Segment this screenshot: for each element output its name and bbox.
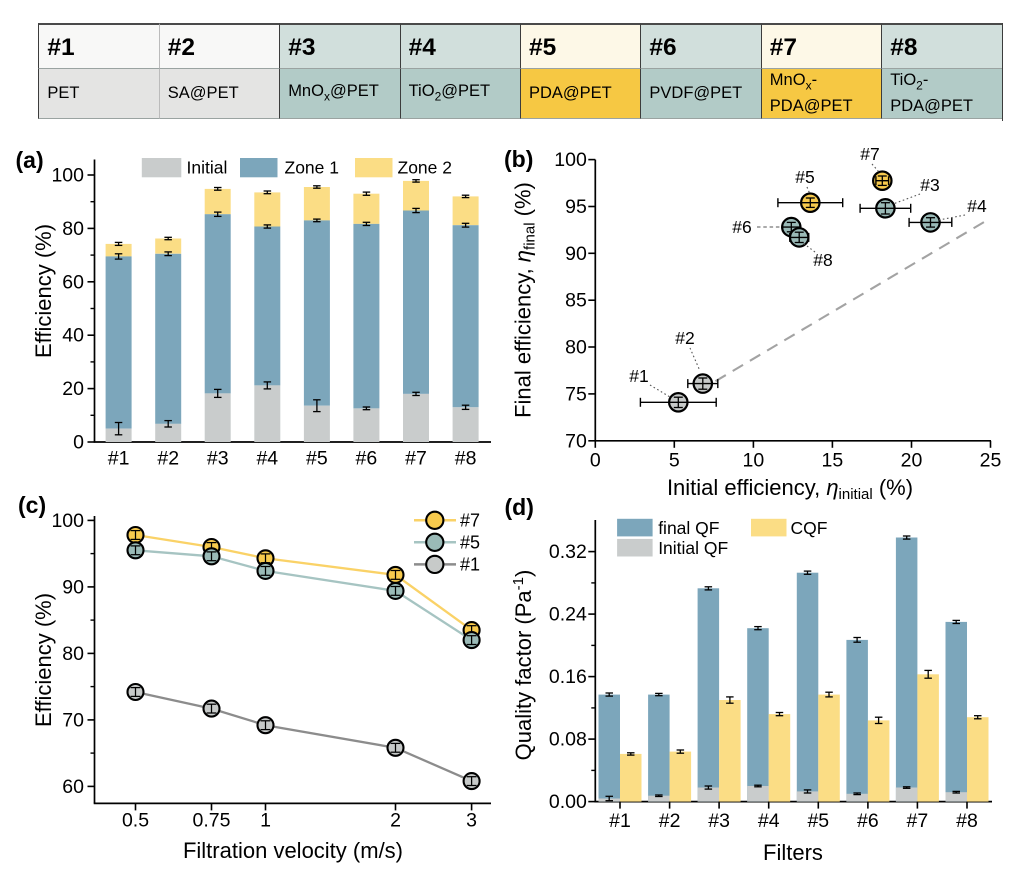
svg-text:(a): (a) bbox=[16, 147, 44, 173]
svg-text:#6: #6 bbox=[356, 447, 378, 469]
svg-text:90: 90 bbox=[62, 576, 84, 598]
svg-text:80: 80 bbox=[565, 337, 587, 359]
svg-text:100: 100 bbox=[51, 165, 84, 187]
svg-text:#1: #1 bbox=[609, 810, 631, 832]
svg-text:Zone 1: Zone 1 bbox=[285, 158, 339, 178]
svg-text:#3: #3 bbox=[708, 810, 730, 832]
svg-text:#8: #8 bbox=[813, 250, 832, 270]
svg-text:80: 80 bbox=[62, 218, 84, 240]
svg-text:0.08: 0.08 bbox=[549, 729, 587, 751]
svg-text:#1: #1 bbox=[629, 366, 648, 386]
svg-text:0.32: 0.32 bbox=[549, 541, 587, 563]
svg-text:#2: #2 bbox=[675, 328, 694, 348]
svg-text:1: 1 bbox=[260, 810, 271, 832]
svg-text:0.00: 0.00 bbox=[549, 791, 587, 813]
svg-text:Final efficiency, ηfinal (%): Final efficiency, ηfinal (%) bbox=[511, 182, 539, 418]
svg-text:3: 3 bbox=[466, 810, 477, 832]
svg-text:#2: #2 bbox=[659, 810, 681, 832]
svg-text:Filters: Filters bbox=[763, 840, 823, 865]
svg-text:Quality factor (Pa-1): Quality factor (Pa-1) bbox=[510, 570, 536, 761]
svg-text:#5: #5 bbox=[807, 810, 829, 832]
svg-text:#3: #3 bbox=[207, 447, 229, 469]
svg-text:90: 90 bbox=[565, 243, 587, 265]
svg-text:#1: #1 bbox=[108, 447, 130, 469]
svg-text:5: 5 bbox=[669, 450, 680, 472]
svg-text:0.24: 0.24 bbox=[549, 604, 587, 626]
svg-text:2: 2 bbox=[390, 810, 401, 832]
svg-text:40: 40 bbox=[62, 325, 84, 347]
svg-text:Initial efficiency, ηinitial (: Initial efficiency, ηinitial (%) bbox=[667, 475, 913, 503]
svg-text:70: 70 bbox=[62, 709, 84, 731]
svg-text:#5: #5 bbox=[795, 167, 814, 187]
svg-text:0.16: 0.16 bbox=[549, 666, 587, 688]
svg-text:(b): (b) bbox=[504, 146, 533, 172]
svg-text:#4: #4 bbox=[967, 196, 987, 216]
svg-text:60: 60 bbox=[62, 271, 84, 293]
svg-text:Efficiency (%): Efficiency (%) bbox=[31, 593, 56, 727]
svg-text:#7: #7 bbox=[907, 810, 929, 832]
svg-text:95: 95 bbox=[565, 196, 587, 218]
svg-text:#5: #5 bbox=[306, 447, 328, 469]
svg-text:0.5: 0.5 bbox=[122, 810, 149, 832]
svg-text:15: 15 bbox=[822, 450, 844, 472]
svg-text:#6: #6 bbox=[732, 217, 751, 237]
svg-text:0: 0 bbox=[590, 450, 601, 472]
svg-text:#7: #7 bbox=[405, 447, 427, 469]
svg-text:10: 10 bbox=[743, 450, 765, 472]
svg-text:(d): (d) bbox=[505, 494, 534, 520]
svg-text:final QF: final QF bbox=[658, 518, 719, 538]
svg-text:80: 80 bbox=[62, 643, 84, 665]
svg-text:#4: #4 bbox=[758, 810, 780, 832]
svg-text:#3: #3 bbox=[920, 175, 939, 195]
svg-text:0: 0 bbox=[73, 432, 84, 454]
svg-text:#8: #8 bbox=[956, 810, 978, 832]
svg-text:85: 85 bbox=[565, 290, 587, 312]
svg-text:20: 20 bbox=[62, 378, 84, 400]
svg-text:70: 70 bbox=[565, 430, 587, 452]
svg-text:CQF: CQF bbox=[791, 518, 828, 538]
svg-text:#2: #2 bbox=[157, 447, 179, 469]
svg-text:#7: #7 bbox=[460, 511, 480, 531]
svg-text:Efficiency (%): Efficiency (%) bbox=[31, 224, 56, 358]
svg-text:75: 75 bbox=[565, 383, 587, 405]
svg-text:#7: #7 bbox=[860, 144, 879, 164]
svg-text:#8: #8 bbox=[455, 447, 477, 469]
svg-text:25: 25 bbox=[980, 450, 1002, 472]
svg-text:100: 100 bbox=[554, 149, 587, 171]
svg-text:Filtration velocity (m/s): Filtration velocity (m/s) bbox=[183, 838, 403, 863]
svg-text:Initial: Initial bbox=[187, 158, 228, 178]
svg-text:#1: #1 bbox=[460, 555, 480, 575]
svg-text:(c): (c) bbox=[18, 492, 46, 518]
svg-text:#4: #4 bbox=[256, 447, 278, 469]
svg-text:20: 20 bbox=[901, 450, 923, 472]
svg-text:#5: #5 bbox=[460, 533, 480, 553]
svg-text:60: 60 bbox=[62, 776, 84, 798]
svg-text:Zone 2: Zone 2 bbox=[398, 158, 452, 178]
svg-text:Initial QF: Initial QF bbox=[658, 538, 728, 558]
svg-text:0.75: 0.75 bbox=[193, 810, 231, 832]
svg-text:100: 100 bbox=[51, 510, 84, 532]
svg-text:#6: #6 bbox=[857, 810, 879, 832]
